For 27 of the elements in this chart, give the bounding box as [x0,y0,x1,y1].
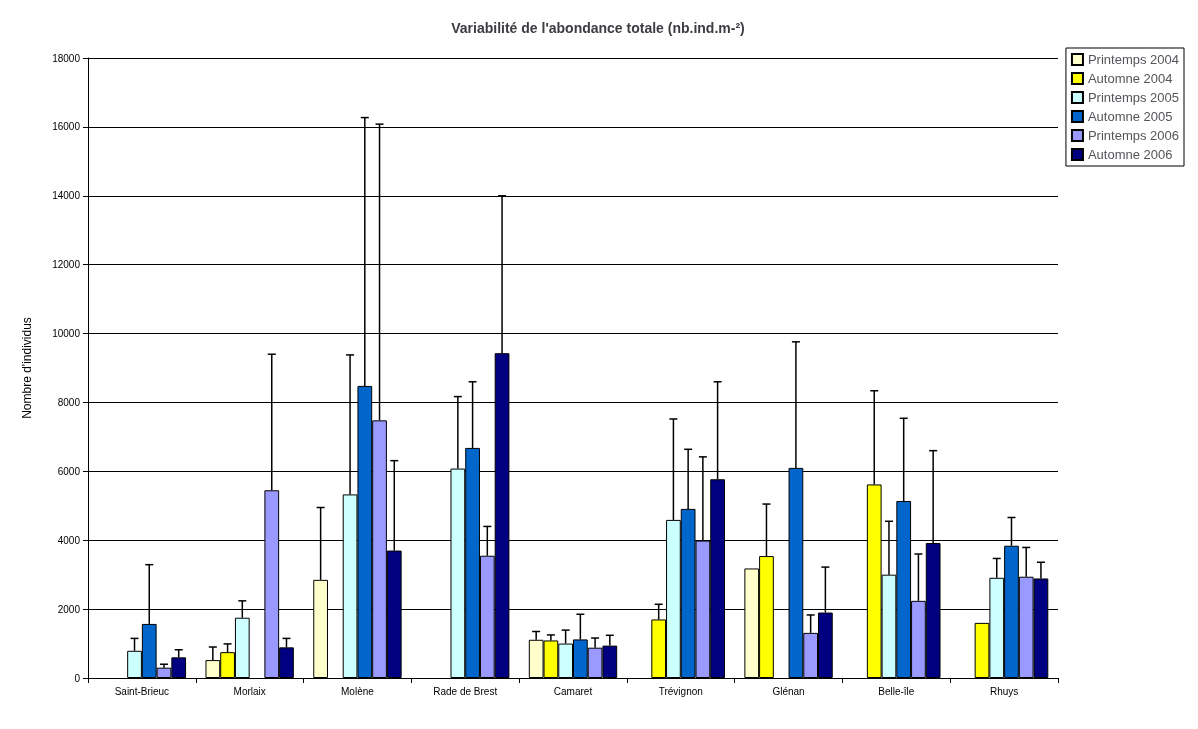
y-tick-label: 6000 [57,465,81,477]
x-tick-label: Glénan [772,685,805,697]
legend-label: Automne 2006 [1087,147,1173,162]
legend-label: Printemps 2005 [1087,90,1180,105]
x-tick-label: Morlaix [233,685,266,697]
y-tick-label: 14000 [52,190,81,202]
chart-title: Variabilité de l'abondance totale (nb.ind.m-²) [451,20,745,36]
legend-label: Printemps 2006 [1087,128,1180,143]
legend-label: Automne 2004 [1087,71,1173,86]
y-tick-label: 2000 [57,603,81,615]
y-tick-label: 8000 [57,396,81,408]
x-tick-label: Camaret [553,685,593,697]
y-tick-label: 12000 [52,259,81,271]
legend-label: Printemps 2004 [1087,52,1180,67]
x-tick-label: Belle-île [878,685,915,697]
x-tick-label: Molène [341,685,375,697]
y-tick-label: 10000 [52,328,81,340]
y-tick-label: 0 [74,672,81,684]
x-tick-label: Trévignon [658,685,703,697]
legend-label: Automne 2005 [1087,109,1173,124]
x-tick-label: Rhuys [989,685,1019,697]
y-tick-label: 4000 [57,534,81,546]
y-tick-label: 16000 [52,121,81,133]
x-tick-label: Rade de Brest [433,685,498,697]
x-tick-label: Saint-Brieuc [114,685,170,697]
y-axis-title: Nombre d'individus [20,317,34,419]
y-tick-label: 18000 [52,52,81,64]
